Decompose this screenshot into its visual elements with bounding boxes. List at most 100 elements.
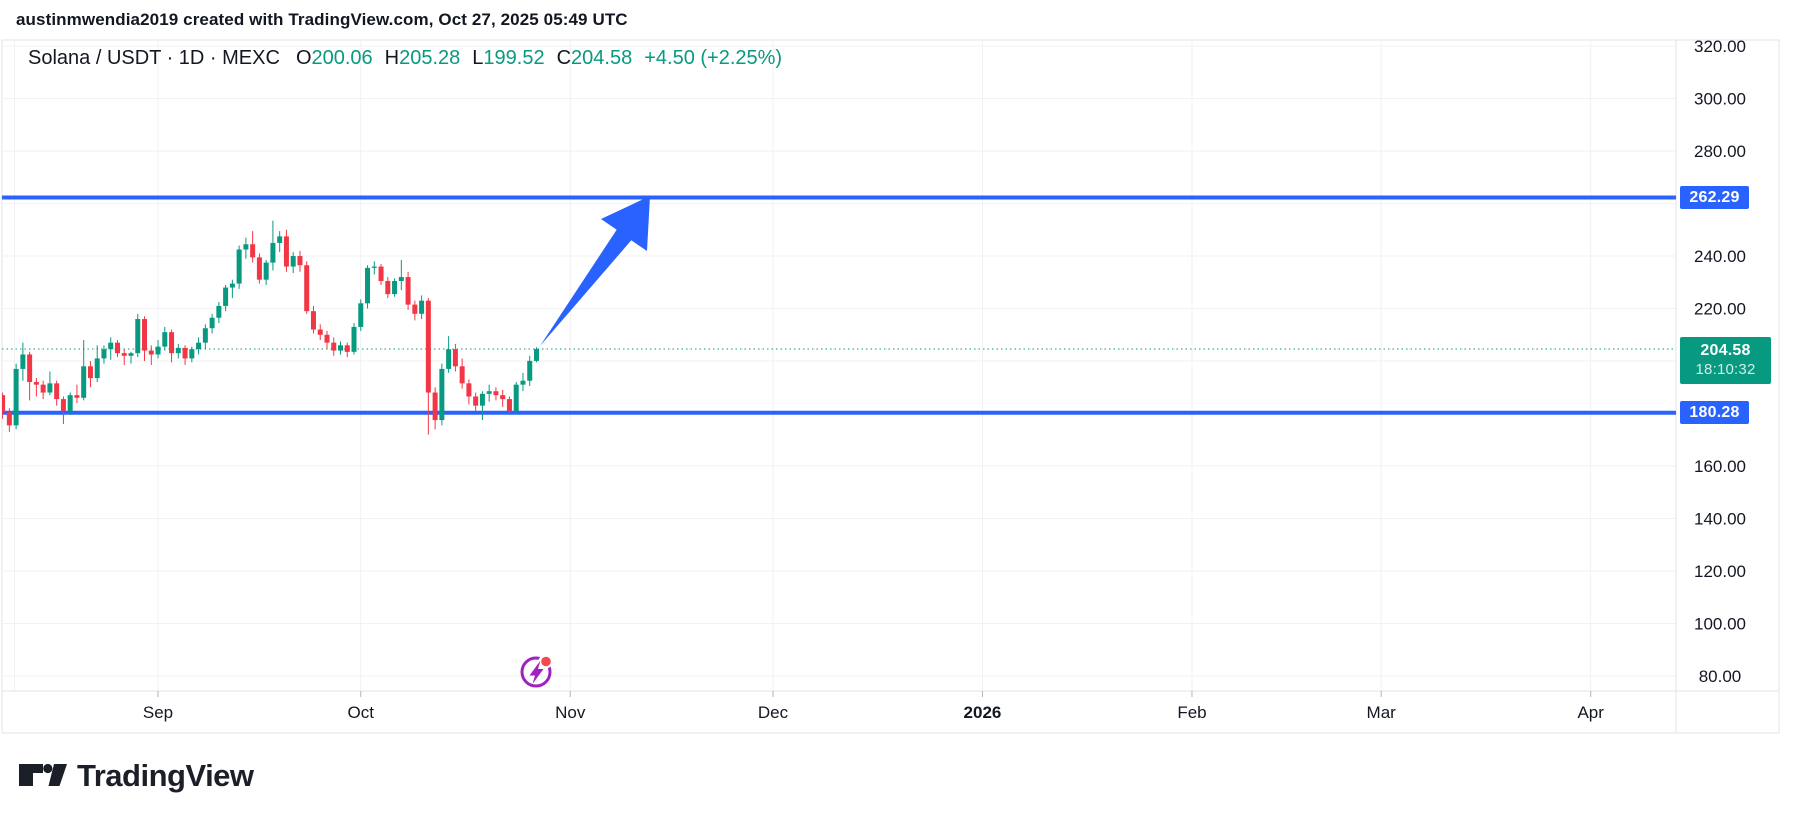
candle-body [155,346,161,355]
candle-body [27,354,33,383]
candle-body [87,366,93,379]
candle-body [344,345,350,352]
candle-body [74,395,80,398]
lower-line-price-badge[interactable]: 180.28 [1680,401,1749,425]
price-axis-label: 160.00 [1694,457,1746,476]
candle-body [175,347,181,354]
candle-body [81,366,87,398]
candle-body [277,236,283,243]
candle-body [229,283,235,288]
candle-body [425,300,431,393]
candle-body [439,368,445,421]
candle-body [33,382,39,385]
candle-body [189,349,195,359]
chart-legend[interactable]: Solana / USDT · 1D · MEXC O200.06 H205.2… [28,47,782,70]
candle-body [527,360,533,381]
candle-body [297,256,303,266]
projection-arrow[interactable] [540,196,650,346]
candle-body [54,383,60,400]
candle-body [452,349,458,367]
ohlc-high: H205.28 [384,47,461,69]
price-axis-label: 140.00 [1694,510,1746,529]
candle-body [114,342,120,354]
time-axis-label: Sep [143,703,173,722]
candle-body [432,392,438,421]
candle-body [479,393,485,406]
candle-body [60,399,66,411]
candle-body [506,399,512,411]
candle-body [182,347,188,359]
price-axis-label: 320.00 [1694,37,1746,56]
candle-body [290,256,296,267]
candle-body [310,311,316,330]
candle-body [385,280,391,295]
candle-body [412,304,418,314]
price-axis-label: 80.00 [1699,667,1742,686]
candle-body [256,257,262,280]
ohlc-close: C204.58 [556,47,633,69]
candle-body [142,319,148,351]
candle-body [121,353,127,356]
candle-body [6,412,12,426]
candle-body [304,265,310,312]
candle-body [459,366,465,384]
candle-body [405,277,411,305]
tradingview-logo-icon [19,763,67,786]
price-change: +4.50 (+2.25%) [644,47,783,69]
candle-body [520,380,526,385]
candle-body [209,317,215,329]
candle-body [2,395,6,413]
candle-body [67,395,73,411]
candle-body [13,368,19,426]
candle-body [324,334,330,343]
time-axis-label: Oct [348,703,375,722]
candle-body [378,266,384,281]
candle-body [148,350,154,355]
candle-body [446,349,452,369]
candle-body [94,358,100,379]
candle-body [351,326,357,352]
candle-body [243,244,249,250]
candle-body [270,242,276,263]
last-price-value: 204.58 [1700,342,1751,360]
symbol-title[interactable]: Solana / USDT · 1D · MEXC [28,47,280,69]
ohlc-open: O200.06 [295,47,373,69]
last-price-badge[interactable]: 204.58 18:10:32 [1680,337,1771,385]
candle-body [169,332,175,354]
lightning-circle-icon[interactable] [520,656,552,688]
candle-body [493,391,499,396]
candle-body [317,329,323,335]
candle-body [108,342,114,350]
candle-body [101,349,107,359]
candle-body [419,300,425,314]
candle-body [338,345,343,351]
candle-body [236,249,242,284]
candle-body [365,267,371,304]
candle-body [473,396,479,406]
candle-body [216,305,222,318]
candle-body [358,303,364,327]
candle-body [128,353,134,356]
tradingview-logo-text: TradingView [77,758,254,793]
time-axis-label: 2026 [964,703,1002,722]
candle-body [20,354,26,369]
candle-body [40,384,46,393]
tradingview-logo[interactable]: TradingView [18,758,254,794]
time-axis-label: Apr [1577,703,1604,722]
time-axis-label: Feb [1177,703,1206,722]
candle-body [533,349,539,361]
candle-body [371,266,377,268]
candle-body [47,383,53,393]
time-axis-label: Dec [758,703,789,722]
candle-body [392,280,398,295]
bar-countdown: 18:10:32 [1695,361,1756,379]
candle-body [466,383,472,397]
candle-body [331,342,337,351]
candle-body [486,391,492,394]
candle-body [263,262,269,280]
upper-line-price-badge[interactable]: 262.29 [1680,186,1749,210]
candles-series[interactable] [0,220,539,435]
chart-panel-border [1,39,1780,734]
candle-body [196,342,202,350]
